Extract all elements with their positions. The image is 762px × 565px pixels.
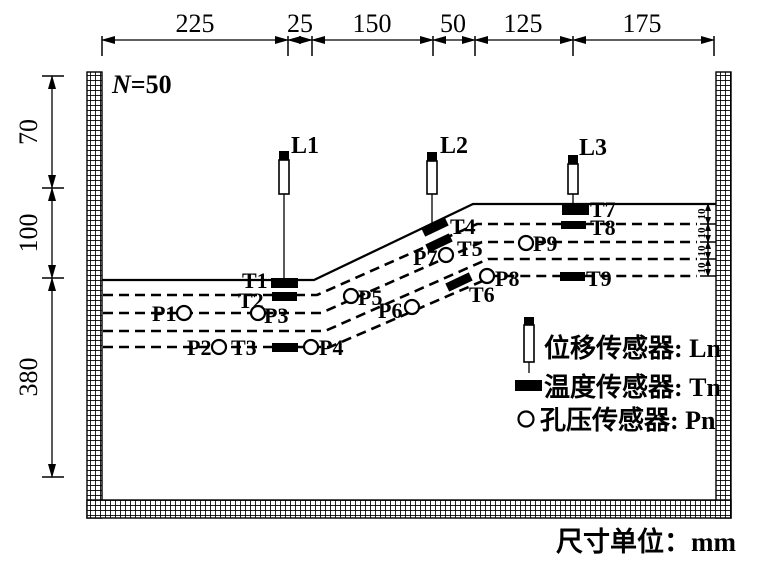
pore-sensor-P6 bbox=[403, 298, 421, 316]
right-dim-label-10b: 10 bbox=[696, 227, 708, 239]
ground-surface-profile bbox=[102, 202, 716, 282]
temp-sensor-T7 bbox=[562, 205, 589, 215]
P6-label: P6 bbox=[378, 298, 402, 323]
pore-sensor-P2 bbox=[210, 338, 228, 356]
top-dimension-chain: 225 25 150 50 125 175 bbox=[101, 9, 715, 56]
legend-temperature-label: 温度传感器: Tn bbox=[544, 372, 722, 402]
P4-label: P4 bbox=[319, 335, 343, 360]
temp-sensor-T2 bbox=[272, 292, 297, 301]
L2-label: L2 bbox=[440, 133, 468, 159]
displacement-sensor-L1: L1 bbox=[278, 133, 319, 279]
T8-label: T8 bbox=[590, 215, 616, 240]
top-dim-label-125: 125 bbox=[504, 9, 543, 38]
left-dim-ticks bbox=[42, 75, 64, 478]
right-dim-ticks bbox=[700, 223, 716, 277]
temp-sensor-T3 bbox=[272, 343, 298, 352]
left-dim-label-100: 100 bbox=[14, 214, 43, 253]
pore-sensor-P5 bbox=[342, 287, 360, 305]
top-dim-label-150: 150 bbox=[353, 9, 392, 38]
temp-sensor-T9 bbox=[560, 272, 585, 281]
legend-displacement-symbol bbox=[523, 317, 535, 373]
model-scale-value: =50 bbox=[131, 70, 172, 99]
T7-label: T7 bbox=[590, 197, 616, 222]
P7-label: P7 bbox=[413, 245, 437, 270]
temperature-sensors: T1 T2 T3 T4 T5 T6 T7 T8 T9 bbox=[231, 197, 616, 360]
left-dimension-chain: 70 100 380 bbox=[14, 75, 64, 478]
P8-label: P8 bbox=[495, 266, 519, 291]
top-dim-ticks bbox=[101, 36, 715, 56]
P5-label: P5 bbox=[358, 285, 382, 310]
top-dim-label-225: 225 bbox=[176, 9, 215, 38]
T3-label: T3 bbox=[231, 335, 257, 360]
top-dim-label-175: 175 bbox=[623, 9, 662, 38]
T6-label: T6 bbox=[469, 282, 495, 307]
L1-body bbox=[278, 159, 290, 195]
L1-label: L1 bbox=[291, 133, 319, 159]
pore-pressure-sensors: P1 P2 P3 P4 P5 P6 P7 P8 P9 bbox=[152, 231, 557, 360]
L1-cap bbox=[279, 151, 289, 160]
legend-temperature-symbol bbox=[515, 380, 542, 391]
T5-label: T5 bbox=[457, 236, 483, 261]
pore-sensor-P4 bbox=[302, 338, 320, 356]
temp-sensor-T1 bbox=[271, 278, 298, 288]
L3-cap bbox=[568, 155, 578, 164]
right-dim-label-10a: 10 bbox=[696, 208, 708, 220]
subsurface-line-2 bbox=[103, 240, 697, 315]
legend-displacement-label: 位移传感器: Ln bbox=[544, 333, 722, 363]
bottom-wall bbox=[86, 499, 732, 519]
temp-sensor-T6 bbox=[445, 272, 473, 292]
temp-sensor-T8 bbox=[561, 221, 586, 229]
displacement-sensor-L2: L2 bbox=[426, 133, 468, 223]
left-wall bbox=[86, 71, 103, 519]
P1-label: P1 bbox=[152, 301, 176, 326]
legend-displacement-cap bbox=[524, 317, 534, 325]
L3-body bbox=[567, 163, 579, 195]
pore-sensor-P9 bbox=[517, 234, 535, 252]
legend-displacement-body bbox=[523, 324, 535, 363]
right-wall bbox=[715, 71, 732, 519]
P3-label: P3 bbox=[264, 303, 288, 328]
T4-label: T4 bbox=[450, 214, 476, 239]
displacement-sensor-L3: L3 bbox=[567, 135, 607, 205]
top-dim-label-25: 25 bbox=[287, 9, 313, 38]
model-scale-note: N=50 bbox=[111, 70, 172, 99]
right-dim-label-10d: 10 bbox=[696, 262, 708, 274]
P2-label: P2 bbox=[187, 335, 211, 360]
legend-pore-label: 孔压传感器: Pn bbox=[540, 406, 716, 435]
temp-sensor-T4 bbox=[421, 217, 449, 237]
subsurface-line-1 bbox=[103, 222, 697, 297]
right-dim-label-10c: 10 bbox=[696, 245, 708, 257]
pore-sensor-P8 bbox=[478, 267, 496, 285]
model-scale-symbol: N bbox=[111, 70, 132, 99]
L2-body bbox=[426, 160, 438, 195]
legend-pore-symbol bbox=[517, 410, 535, 428]
L2-cap bbox=[427, 152, 437, 161]
L3-label: L3 bbox=[579, 135, 607, 161]
left-dim-label-70: 70 bbox=[14, 119, 43, 145]
left-dim-label-380: 380 bbox=[14, 358, 43, 397]
right-dimension-chain: 10 10 10 10 bbox=[696, 203, 716, 277]
T1-label: T1 bbox=[242, 268, 268, 293]
pore-sensor-P1 bbox=[175, 304, 193, 322]
pore-sensor-P3 bbox=[249, 304, 267, 322]
top-dim-label-50: 50 bbox=[440, 9, 466, 38]
P9-label: P9 bbox=[533, 231, 557, 256]
subsurface-line-3 bbox=[103, 257, 697, 333]
temp-sensor-T5 bbox=[425, 233, 453, 253]
unit-note: 尺寸单位：mm bbox=[556, 526, 736, 557]
T9-label: T9 bbox=[586, 266, 612, 291]
pore-sensor-P7 bbox=[437, 246, 455, 264]
legend: 位移传感器: Ln 温度传感器: Tn 孔压传感器: Pn bbox=[515, 317, 722, 435]
test-box bbox=[86, 71, 732, 519]
